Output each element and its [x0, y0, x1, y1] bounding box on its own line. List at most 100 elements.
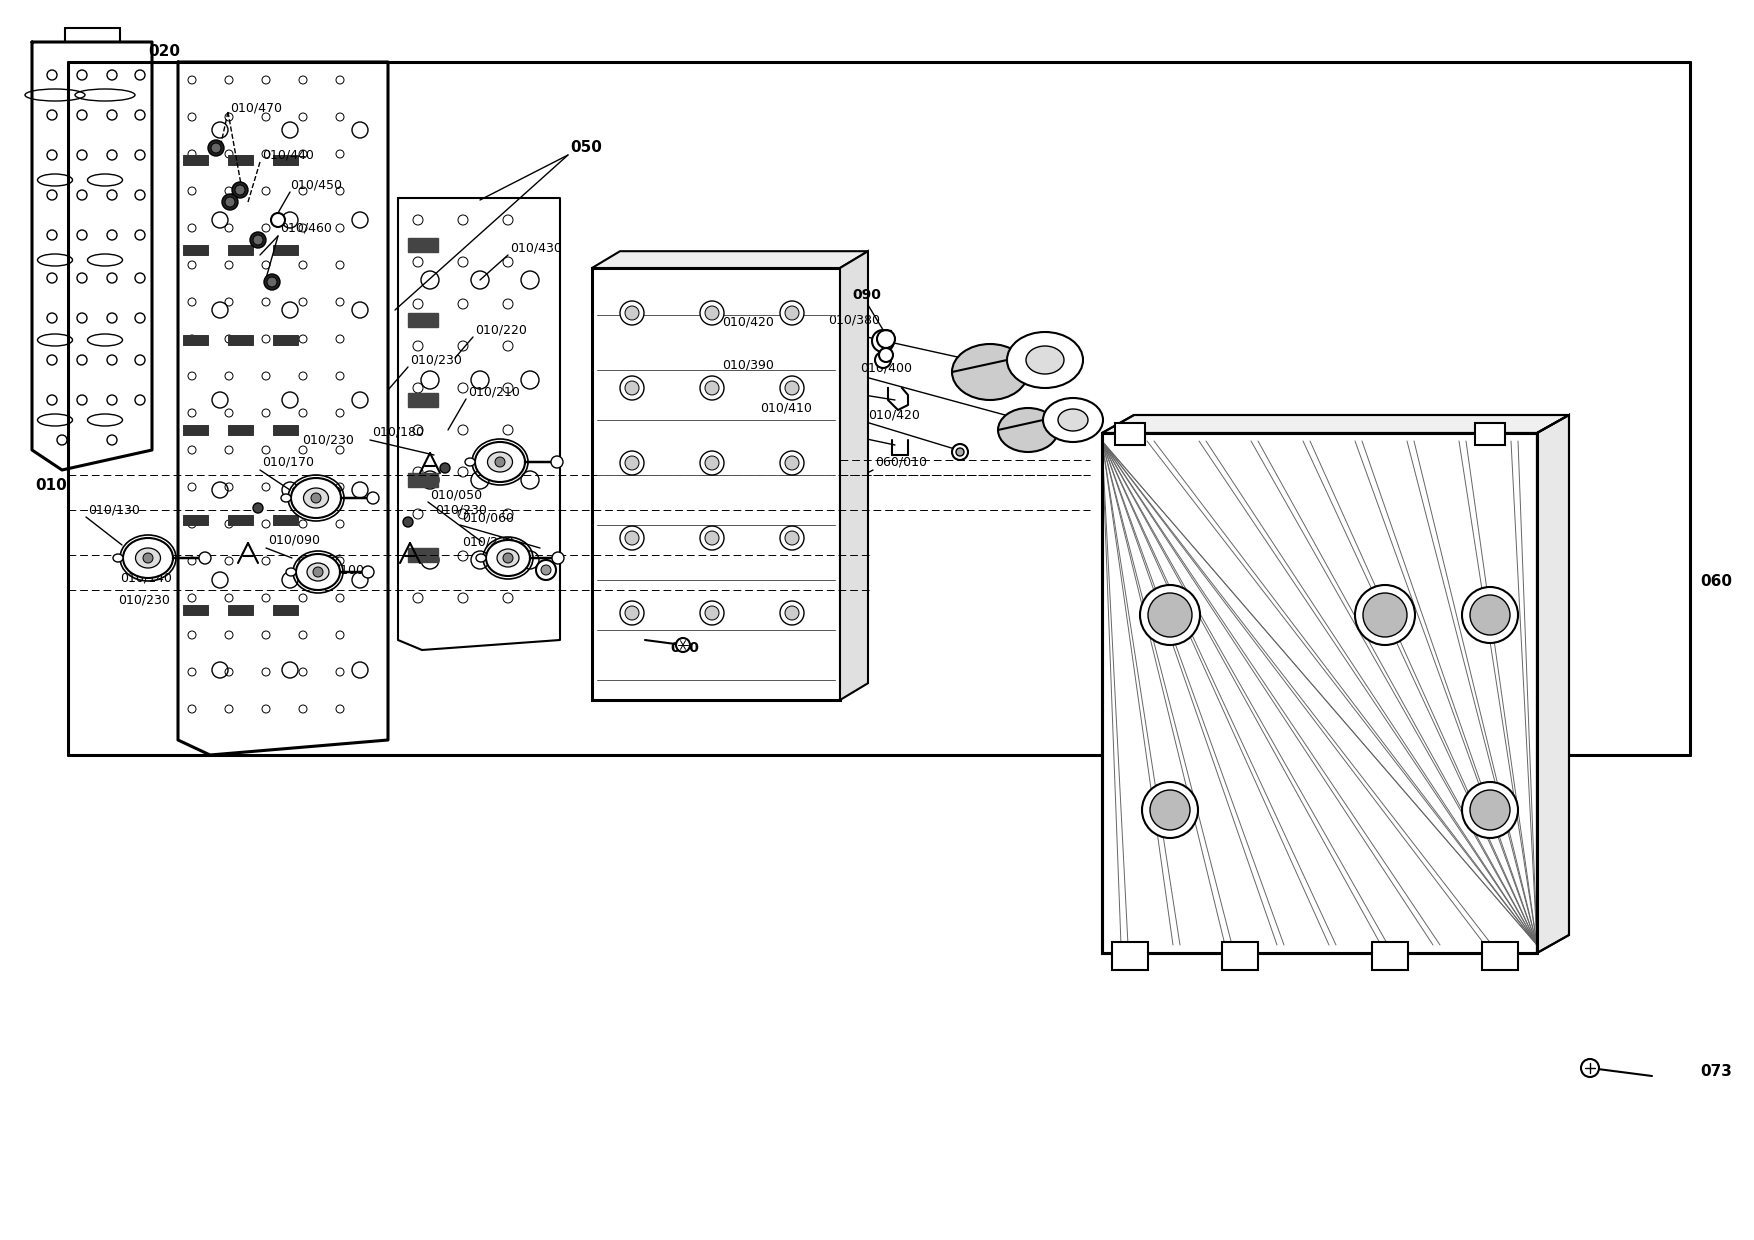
Circle shape [1356, 585, 1415, 645]
Bar [409, 472, 438, 487]
Circle shape [1142, 782, 1198, 838]
Text: 010/420: 010/420 [868, 408, 919, 422]
Text: 010/460: 010/460 [281, 222, 332, 234]
Circle shape [705, 606, 719, 620]
Circle shape [786, 456, 800, 470]
Circle shape [781, 376, 803, 401]
Bar [1475, 423, 1505, 445]
Circle shape [619, 601, 644, 625]
Circle shape [619, 451, 644, 475]
Circle shape [403, 517, 412, 527]
Bar [409, 238, 438, 252]
Circle shape [210, 143, 221, 153]
Text: 050: 050 [570, 140, 602, 155]
Circle shape [700, 451, 724, 475]
Circle shape [705, 456, 719, 470]
Circle shape [1151, 790, 1189, 830]
Bar [182, 425, 207, 435]
Circle shape [700, 526, 724, 551]
Circle shape [875, 352, 891, 368]
Circle shape [1463, 587, 1517, 644]
Bar [1112, 942, 1149, 970]
Text: 010/220: 010/220 [475, 324, 526, 336]
Bar [1102, 433, 1537, 954]
Circle shape [361, 565, 374, 578]
Polygon shape [840, 252, 868, 701]
Ellipse shape [291, 477, 340, 518]
Circle shape [619, 526, 644, 551]
Circle shape [198, 552, 210, 564]
Text: 010: 010 [35, 477, 67, 492]
Circle shape [312, 567, 323, 577]
Text: 020: 020 [147, 45, 181, 60]
Bar [272, 335, 298, 345]
Ellipse shape [303, 489, 328, 508]
Circle shape [675, 639, 689, 652]
Circle shape [225, 197, 235, 207]
Text: 060: 060 [1700, 574, 1731, 589]
Bar [272, 246, 298, 255]
Text: 010/230: 010/230 [410, 353, 461, 367]
Circle shape [781, 526, 803, 551]
Circle shape [872, 330, 895, 352]
Ellipse shape [307, 563, 330, 582]
Ellipse shape [296, 554, 340, 590]
Text: 010/230: 010/230 [289, 486, 342, 498]
Circle shape [956, 448, 965, 456]
Text: 030: 030 [670, 641, 698, 655]
Bar [228, 335, 253, 345]
Circle shape [624, 306, 638, 320]
Bar [409, 312, 438, 327]
Bar [1116, 423, 1145, 445]
Ellipse shape [286, 568, 296, 577]
Bar [1223, 942, 1258, 970]
Text: 010/180: 010/180 [372, 425, 424, 439]
Circle shape [700, 376, 724, 401]
Ellipse shape [475, 441, 524, 482]
Circle shape [781, 601, 803, 625]
Text: 010/400: 010/400 [859, 362, 912, 374]
Circle shape [624, 381, 638, 396]
Circle shape [1363, 593, 1407, 637]
Text: 010/210: 010/210 [468, 386, 519, 398]
Circle shape [877, 330, 895, 348]
Text: 010/230: 010/230 [435, 503, 488, 517]
Circle shape [781, 301, 803, 325]
Text: 010/100: 010/100 [312, 563, 365, 577]
Text: 010/140: 010/140 [119, 572, 172, 584]
Circle shape [786, 531, 800, 546]
Ellipse shape [112, 554, 123, 562]
Text: 010/050: 010/050 [430, 489, 482, 501]
Circle shape [235, 185, 246, 195]
Circle shape [440, 463, 451, 472]
Ellipse shape [488, 453, 512, 472]
Text: 060/010: 060/010 [875, 455, 928, 469]
Text: 010/440: 010/440 [261, 149, 314, 161]
Ellipse shape [998, 408, 1058, 453]
Bar [409, 393, 438, 407]
Bar [1102, 433, 1537, 954]
Circle shape [272, 213, 284, 227]
Bar [228, 605, 253, 615]
Bar [182, 246, 207, 255]
Circle shape [624, 531, 638, 546]
Circle shape [540, 565, 551, 575]
Ellipse shape [496, 549, 519, 567]
Text: 010/430: 010/430 [510, 242, 561, 254]
Text: 010/390: 010/390 [723, 358, 774, 372]
Circle shape [503, 553, 512, 563]
Text: 010/420: 010/420 [723, 315, 774, 329]
Circle shape [267, 277, 277, 286]
Ellipse shape [1044, 398, 1103, 441]
Text: 010/230: 010/230 [118, 594, 170, 606]
Ellipse shape [1026, 346, 1065, 374]
Bar [272, 515, 298, 525]
Ellipse shape [123, 538, 174, 578]
Circle shape [705, 306, 719, 320]
Circle shape [786, 606, 800, 620]
Text: 010/170: 010/170 [261, 455, 314, 469]
Circle shape [879, 348, 893, 362]
Circle shape [367, 492, 379, 503]
Circle shape [781, 451, 803, 475]
Bar [1102, 433, 1537, 954]
